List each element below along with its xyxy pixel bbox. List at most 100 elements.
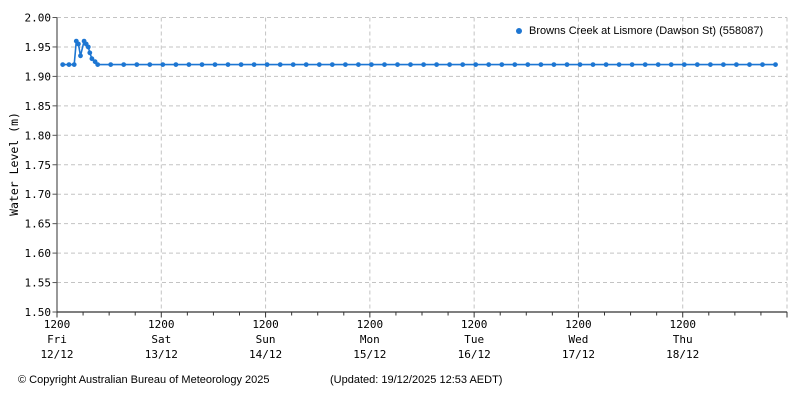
data-point-marker bbox=[460, 62, 466, 67]
y-axis-title: Water Level (m) bbox=[7, 112, 21, 216]
data-point-marker bbox=[668, 62, 674, 67]
data-point-marker bbox=[721, 62, 726, 67]
data-point-marker bbox=[616, 62, 622, 67]
data-point-marker bbox=[329, 62, 335, 67]
x-tick-label-date: 13/12 bbox=[145, 348, 178, 361]
data-point-marker bbox=[564, 62, 570, 67]
data-point-marker bbox=[87, 50, 93, 56]
x-tick-label-time: 1200 bbox=[148, 318, 175, 331]
data-point-marker bbox=[343, 62, 348, 67]
data-point-marker bbox=[316, 62, 322, 67]
data-point-marker bbox=[108, 62, 114, 67]
y-tick-label: 1.55 bbox=[25, 277, 52, 290]
x-tick-label-time: 1200 bbox=[669, 318, 696, 331]
data-point-marker bbox=[95, 62, 101, 67]
data-point-marker bbox=[629, 62, 635, 67]
data-point-marker bbox=[78, 53, 83, 59]
data-point-marker bbox=[134, 62, 140, 67]
data-point-marker bbox=[160, 62, 166, 67]
x-tick-label-date: 16/12 bbox=[458, 348, 491, 361]
data-point-marker bbox=[71, 62, 77, 67]
x-tick-label-day: Mon bbox=[360, 333, 380, 346]
data-point-marker bbox=[147, 62, 153, 67]
y-tick-label: 1.95 bbox=[25, 41, 52, 54]
data-point-marker bbox=[551, 62, 557, 67]
x-tick-label-day: Fri bbox=[47, 333, 67, 346]
data-point-marker bbox=[290, 62, 296, 67]
data-point-marker bbox=[66, 62, 72, 67]
legend: Browns Creek at Lismore (Dawson St) (558… bbox=[516, 24, 763, 37]
x-tick-label-date: 14/12 bbox=[249, 348, 282, 361]
y-tick-label: 1.50 bbox=[25, 306, 52, 319]
data-point-marker bbox=[85, 44, 91, 50]
data-point-marker bbox=[395, 62, 400, 67]
x-tick-label-time: 1200 bbox=[252, 318, 279, 331]
data-point-marker bbox=[473, 62, 479, 67]
x-tick-label-day: Thu bbox=[673, 333, 693, 346]
data-point-marker bbox=[642, 62, 648, 67]
data-point-marker bbox=[264, 62, 270, 67]
y-tick-label: 1.80 bbox=[25, 129, 52, 142]
data-point-marker bbox=[225, 62, 231, 67]
y-tick-label: 1.60 bbox=[25, 247, 52, 260]
legend-label: Browns Creek at Lismore (Dawson St) (558… bbox=[529, 24, 764, 37]
data-point-marker bbox=[356, 62, 361, 67]
data-point-marker bbox=[512, 62, 518, 67]
data-point-marker bbox=[694, 62, 700, 67]
data-point-marker bbox=[773, 62, 778, 67]
y-tick-label: 2.00 bbox=[25, 12, 52, 25]
data-point-marker bbox=[590, 62, 596, 67]
data-point-marker bbox=[447, 62, 452, 67]
data-point-marker bbox=[421, 62, 426, 67]
data-point-marker bbox=[525, 62, 531, 67]
data-point-marker bbox=[486, 62, 492, 67]
data-point-marker bbox=[369, 62, 374, 67]
x-tick-label-date: 15/12 bbox=[353, 348, 386, 361]
x-tick-label-date: 17/12 bbox=[562, 348, 595, 361]
data-point-marker bbox=[434, 62, 439, 67]
data-point-marker bbox=[681, 62, 687, 67]
data-point-marker bbox=[173, 62, 179, 67]
y-tick-label: 1.90 bbox=[25, 70, 52, 83]
data-point-marker bbox=[238, 62, 244, 67]
data-point-marker bbox=[760, 62, 765, 67]
x-tick-label-day: Sat bbox=[151, 333, 171, 346]
x-tick-label-time: 1200 bbox=[565, 318, 592, 331]
data-point-marker bbox=[708, 62, 713, 67]
x-tick-label-time: 1200 bbox=[461, 318, 488, 331]
data-point-marker bbox=[60, 62, 66, 67]
data-point-marker bbox=[655, 62, 661, 67]
x-tick-label-day: Sun bbox=[256, 333, 276, 346]
series-line bbox=[62, 40, 776, 66]
x-tick-label-day: Wed bbox=[568, 333, 588, 346]
data-point-marker bbox=[538, 62, 544, 67]
copyright-text: © Copyright Australian Bureau of Meteoro… bbox=[18, 374, 270, 386]
x-tick-label-date: 12/12 bbox=[40, 348, 73, 361]
data-point-marker bbox=[577, 62, 583, 67]
data-point-marker bbox=[277, 62, 283, 67]
data-point-marker bbox=[382, 62, 387, 67]
data-point-marker bbox=[251, 62, 257, 67]
data-point-marker bbox=[212, 62, 218, 67]
data-point-marker bbox=[603, 62, 609, 67]
data-point-marker bbox=[747, 62, 752, 67]
updated-text: (Updated: 19/12/2025 12:53 AEDT) bbox=[330, 374, 503, 386]
data-point-marker bbox=[303, 62, 309, 67]
data-point-marker bbox=[734, 62, 739, 67]
data-point-marker bbox=[499, 62, 505, 67]
y-tick-label: 1.85 bbox=[25, 100, 52, 113]
data-point-marker bbox=[408, 62, 413, 67]
legend-marker-icon bbox=[516, 27, 522, 34]
x-tick-label-time: 1200 bbox=[357, 318, 384, 331]
x-tick-label-day: Tue bbox=[464, 333, 484, 346]
y-tick-label: 1.75 bbox=[25, 159, 52, 172]
data-point-marker bbox=[76, 41, 81, 47]
y-tick-label: 1.70 bbox=[25, 188, 52, 201]
x-tick-label-date: 18/12 bbox=[666, 348, 699, 361]
y-tick-label: 1.65 bbox=[25, 218, 52, 231]
data-point-marker bbox=[89, 56, 95, 62]
data-point-marker bbox=[186, 62, 192, 67]
data-point-marker bbox=[199, 62, 205, 67]
